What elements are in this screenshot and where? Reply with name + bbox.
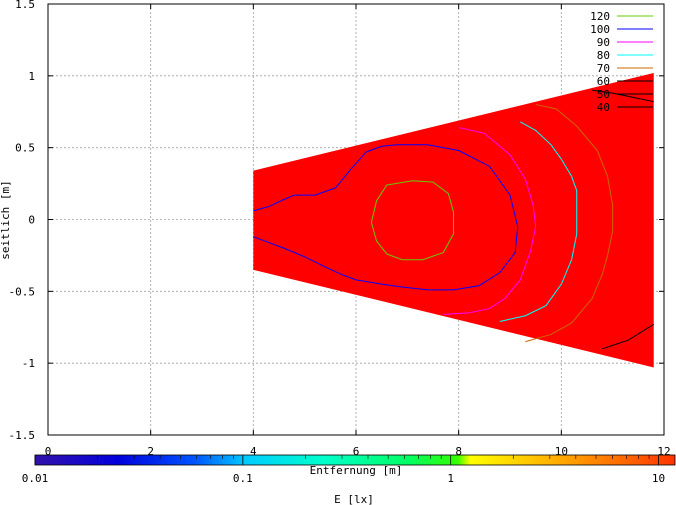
legend-label-90: 90 [597,36,610,49]
x-axis-title: Entfernung [m] [310,464,403,477]
contour-line-80 [499,121,578,322]
legend-label-80: 80 [597,49,610,62]
colorbar-tick-label: 0.01 [22,472,49,485]
colorbar-minor-ticks [97,455,650,459]
legend-label-100: 100 [590,23,610,36]
colorbar: 0.01 0.1 1 10 Entfernung [m] E [lx] [22,454,676,505]
y-tick-label: -0.5 [9,285,36,298]
contour-line-90 [443,127,537,315]
colorbar-ticks: 0.01 0.1 1 10 [22,455,665,485]
contour-line-50 [602,323,654,350]
contour-line-100 [253,144,519,291]
legend-label-50: 50 [597,88,610,101]
contour-line-60 [592,89,654,103]
y-tick-label: 1.5 [15,0,35,11]
plot-area [253,72,654,368]
colorbar-tick-label: 10 [652,472,665,485]
y-tick-label: -1 [22,357,35,370]
y-tick-label: 0 [28,214,35,227]
legend-label-60: 60 [597,75,610,88]
legend-label-70: 70 [597,62,610,75]
x-tick-label: 0 [45,445,52,458]
colorbar-title: E [lx] [334,493,374,505]
legend-label-40: 40 [597,101,610,114]
y-tick-label: 1 [28,70,35,83]
x-tick-label: 6 [353,445,360,458]
contour-line-120 [370,180,455,261]
y-tick-label: -1.5 [9,429,36,442]
y-tick-label: 0.5 [15,142,35,155]
colorbar-tick-label: 1 [447,472,454,485]
x-tick-label: 2 [147,445,154,458]
legend-label-120: 120 [590,10,610,23]
y-axis-ticks: 1.5 1 0.5 0 -0.5 -1 -1.5 [9,0,664,442]
x-tick-label: 4 [250,445,257,458]
x-tick-label: 8 [455,445,462,458]
contour-line-70 [525,104,614,343]
colorbar-tick-label: 0.1 [233,472,253,485]
y-axis-title: seitlich [m] [0,180,12,259]
